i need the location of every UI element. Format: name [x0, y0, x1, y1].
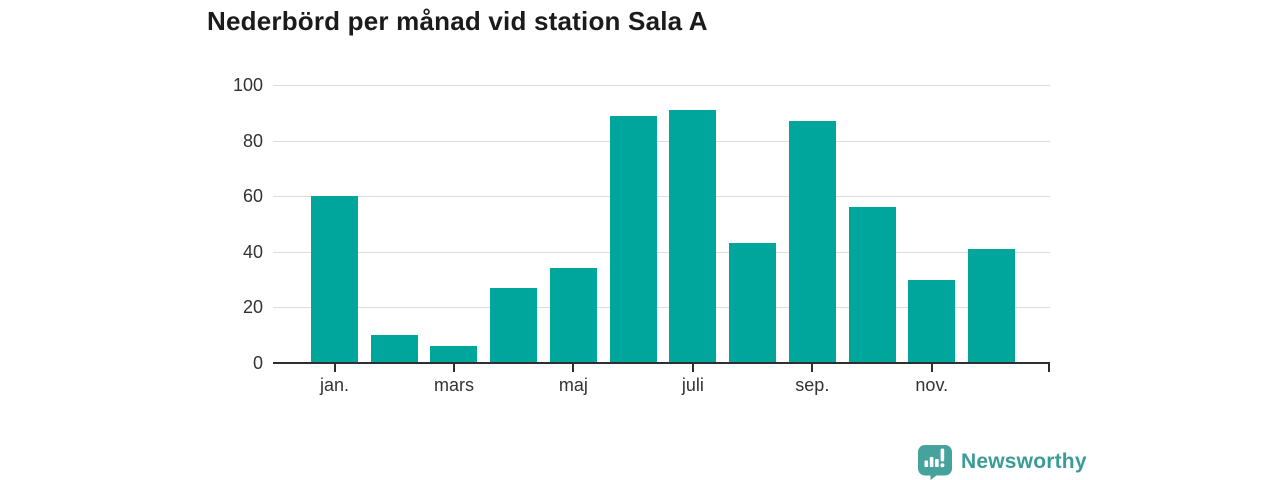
y-axis-label-100: 100 [232, 75, 263, 95]
x-axis-label-mars: mars [433, 375, 474, 395]
y-axis-label-60: 60 [242, 186, 263, 207]
chart-title: Nederbörd per månad vid station Sala A [207, 6, 708, 36]
y-axis-label-20: 20 [242, 297, 263, 318]
gridline-y-80 [273, 140, 1050, 142]
y-axis-label-0: 0 [252, 353, 263, 373]
x-axis-label-maj: maj [558, 375, 588, 395]
bar-maj [549, 268, 597, 363]
y-axis-label-80: 80 [242, 130, 263, 151]
bar-aug. [729, 243, 777, 363]
bar-nov. [908, 279, 956, 363]
x-tick-jan. [333, 364, 336, 372]
gridline-y-20 [273, 307, 1050, 309]
x-axis-label-nov.: nov. [915, 375, 949, 395]
x-tick-nov. [930, 364, 933, 372]
gridline-y-60 [273, 196, 1050, 198]
x-tick-juli [691, 364, 694, 372]
newsworthy-logo[interactable]: Newsworthy [917, 444, 1087, 480]
bar-mars [430, 346, 478, 363]
gridline-y-40 [273, 251, 1050, 253]
bar-sep. [788, 121, 836, 363]
x-axis-label-juli: juli [681, 375, 704, 395]
bar-jan. [311, 196, 358, 363]
x-tick-maj [572, 364, 575, 372]
bar-apr. [490, 287, 538, 363]
y-axis-label-40: 40 [242, 241, 263, 262]
newsworthy-logo-text: Newsworthy [961, 450, 1087, 473]
x-axis-end-tick [1048, 364, 1050, 372]
bar-chart-speech-bubble-icon [917, 444, 953, 480]
bar-juli [669, 110, 717, 363]
x-tick-sep. [811, 364, 814, 372]
gridline-y-100 [273, 85, 1050, 86]
x-axis-label-jan.: jan. [319, 375, 350, 395]
bar-juni [609, 115, 657, 363]
bar-feb. [370, 335, 418, 363]
plot-area: jan. mars maj juli sep. nov. [273, 85, 1050, 395]
x-axis-label-sep.: sep. [795, 375, 830, 395]
bar-series [311, 85, 1015, 363]
x-tick-mars [452, 364, 455, 372]
bar-dec. [968, 249, 1015, 363]
x-axis-line [273, 362, 1050, 364]
bar-okt. [848, 207, 896, 363]
